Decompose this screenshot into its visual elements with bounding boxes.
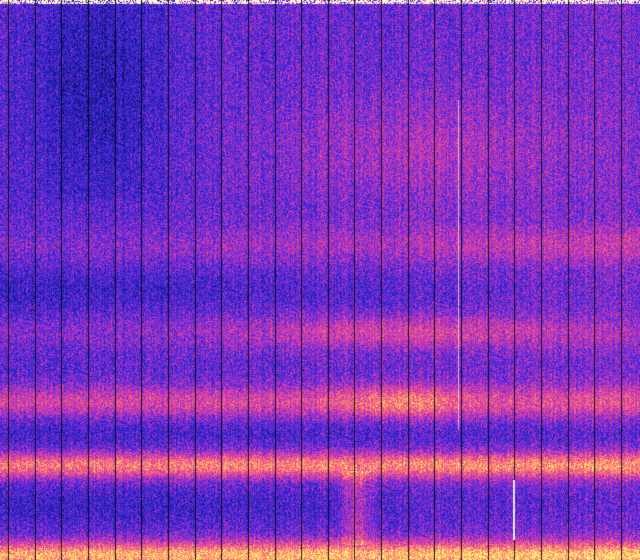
- spectrogram-image: [0, 0, 640, 560]
